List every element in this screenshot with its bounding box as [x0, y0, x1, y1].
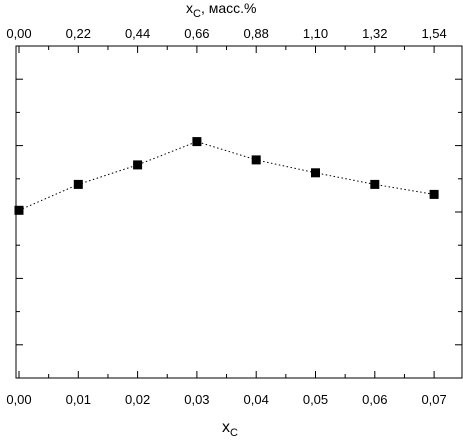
series-connecting-line [18, 141, 435, 211]
bottom-tick-label: 0,00 [6, 392, 31, 407]
right-axis-ticks [455, 78, 462, 346]
data-point [370, 179, 380, 189]
bottom-tick-label: 0,02 [125, 392, 150, 407]
top-axis-title-subscript: C [193, 8, 201, 20]
data-point [251, 155, 261, 165]
bottom-tick-label: 0,06 [362, 392, 387, 407]
data-point [73, 179, 83, 189]
top-tick-label: 0,44 [125, 26, 150, 41]
data-point [429, 189, 439, 199]
bottom-tick-label: 0,05 [303, 392, 328, 407]
bottom-tick-label: 0,01 [66, 392, 91, 407]
top-tick-label: 1,10 [303, 26, 328, 41]
top-tick-label: 1,32 [362, 26, 387, 41]
x-axis-title: xC [222, 419, 238, 439]
bottom-tick-label: 0,03 [184, 392, 209, 407]
top-axis-tick-labels: 0,00 0,22 0,44 0,66 0,88 1,10 1,32 1,54 [6, 26, 446, 41]
top-tick-label: 0,22 [66, 26, 91, 41]
data-point [14, 205, 24, 215]
bottom-axis-ticks [18, 371, 435, 378]
top-axis-title: xC, масс.% [186, 0, 256, 20]
data-point [192, 137, 202, 147]
plot-frame [15, 45, 463, 379]
top-axis-ticks [18, 46, 435, 53]
top-axis-title-main: x [186, 0, 193, 16]
x-axis-title-subscript: C [230, 427, 238, 439]
bottom-tick-label: 0,04 [244, 392, 269, 407]
data-point [133, 160, 143, 170]
x-axis-title-main: x [222, 419, 230, 436]
top-tick-label: 0,00 [6, 26, 31, 41]
bottom-tick-label: 0,07 [421, 392, 446, 407]
data-point [311, 168, 320, 178]
bottom-axis-tick-labels: 0,00 0,01 0,02 0,03 0,04 0,05 0,06 0,07 [6, 392, 446, 407]
series-points [14, 137, 439, 215]
top-tick-label: 0,88 [244, 26, 269, 41]
top-tick-label: 1,54 [421, 26, 446, 41]
top-axis-title-unit: , масс.% [201, 0, 257, 16]
top-tick-label: 0,66 [184, 26, 209, 41]
series-line [18, 141, 435, 211]
